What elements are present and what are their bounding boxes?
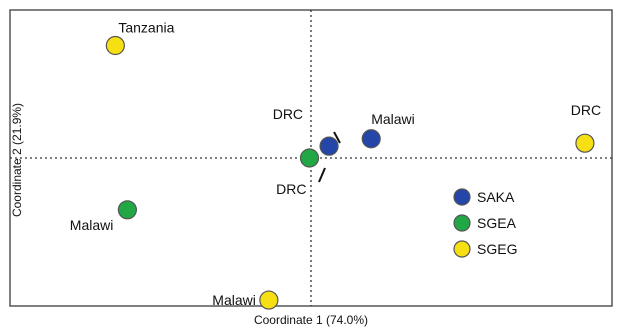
point-label-sgeg-tanzania: Tanzania xyxy=(118,20,174,36)
point-sgea-drc xyxy=(299,148,320,168)
point-labels: DRC Malawi DRC Malawi Tanzania DRC Malawi xyxy=(70,20,601,309)
point-label-sgeg-drc: DRC xyxy=(571,102,601,118)
point-sgea-malawi xyxy=(117,200,137,220)
legend-label-saka: SAKA xyxy=(477,189,515,205)
legend-swatch-saka xyxy=(453,188,471,206)
point-label-saka-drc: DRC xyxy=(273,106,303,122)
point-sgeg-malawi xyxy=(259,290,279,310)
point-label-sgea-drc: DRC xyxy=(276,181,306,197)
leader-line-drc-sgea xyxy=(318,167,326,183)
point-sgeg-drc xyxy=(575,133,595,153)
legend-label-sgeg: SGEG xyxy=(477,241,517,257)
data-points xyxy=(105,35,595,310)
point-label-saka-malawi: Malawi xyxy=(371,111,415,127)
point-sgeg-tanzania xyxy=(105,35,125,56)
y-axis-title: Coordinate 2 (21.9%) xyxy=(10,103,24,217)
point-saka-drc xyxy=(319,136,339,156)
point-label-sgeg-malawi: Malawi xyxy=(212,292,256,308)
legend-swatch-sgeg xyxy=(453,240,471,258)
legend: SAKA SGEA SGEG xyxy=(453,188,517,258)
point-label-sgea-malawi: Malawi xyxy=(70,217,114,233)
point-saka-malawi xyxy=(361,129,381,149)
leader-lines xyxy=(318,131,341,183)
legend-label-sgea: SGEA xyxy=(477,215,517,231)
x-axis-title: Coordinate 1 (74.0%) xyxy=(254,313,368,327)
legend-swatch-sgea xyxy=(453,214,471,232)
leader-line-drc-saka xyxy=(333,131,341,144)
